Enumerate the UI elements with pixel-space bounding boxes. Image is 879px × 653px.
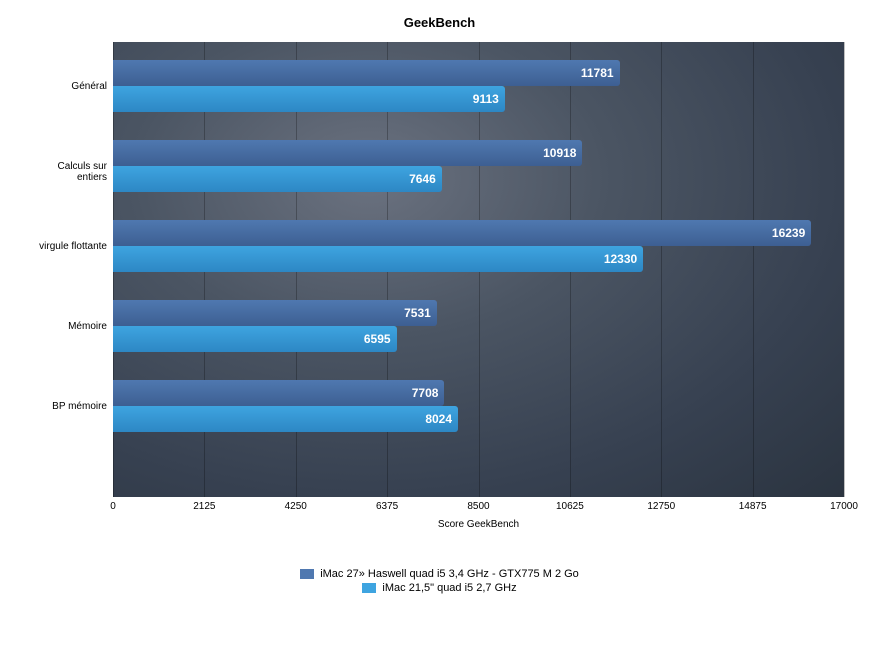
legend: iMac 27» Haswell quad i5 3,4 GHz - GTX77… (25, 568, 854, 594)
x-tick-label: 2125 (193, 501, 215, 512)
bar-series2: 8024 (113, 406, 458, 432)
x-tick-label: 6375 (376, 501, 398, 512)
category-label: Général (25, 81, 107, 92)
legend-swatch-series1 (300, 569, 314, 579)
x-tick-label: 10625 (556, 501, 584, 512)
x-tick-label: 17000 (830, 501, 858, 512)
category-label: Mémoire (25, 321, 107, 332)
legend-label-series1: iMac 27» Haswell quad i5 3,4 GHz - GTX77… (320, 568, 579, 580)
bar-series2: 7646 (113, 166, 442, 192)
category-label: virgule flottante (25, 241, 107, 252)
bar-series1: 16239 (113, 220, 811, 246)
bar-series1: 10918 (113, 140, 582, 166)
bar-series2: 12330 (113, 246, 643, 272)
chart-wrap: Général117819113Calculs sur entiers10918… (113, 42, 844, 530)
x-tick-label: 8500 (467, 501, 489, 512)
x-axis-title: Score GeekBench (113, 519, 844, 530)
legend-label-series2: iMac 21,5" quad i5 2,7 GHz (382, 582, 516, 594)
gridline (661, 42, 662, 497)
legend-row-series1: iMac 27» Haswell quad i5 3,4 GHz - GTX77… (300, 568, 579, 580)
bar-series2: 9113 (113, 86, 505, 112)
bar-series1: 7531 (113, 300, 437, 326)
gridline (844, 42, 845, 497)
x-tick-label: 0 (110, 501, 116, 512)
chart-container: GeekBench Général117819113Calculs sur en… (0, 0, 879, 653)
x-axis: 0212542506375850010625127501487517000 (113, 497, 844, 517)
bar-series1: 7708 (113, 380, 444, 406)
x-tick-label: 14875 (739, 501, 767, 512)
legend-row-series2: iMac 21,5" quad i5 2,7 GHz (362, 582, 516, 594)
gridline (753, 42, 754, 497)
category-label: Calculs sur entiers (25, 161, 107, 183)
bar-series2: 6595 (113, 326, 397, 352)
bar-series1: 11781 (113, 60, 620, 86)
category-label: BP mémoire (25, 401, 107, 412)
chart-title: GeekBench (25, 15, 854, 30)
plot-area: Général117819113Calculs sur entiers10918… (113, 42, 844, 497)
x-tick-label: 12750 (647, 501, 675, 512)
x-tick-label: 4250 (285, 501, 307, 512)
legend-swatch-series2 (362, 583, 376, 593)
